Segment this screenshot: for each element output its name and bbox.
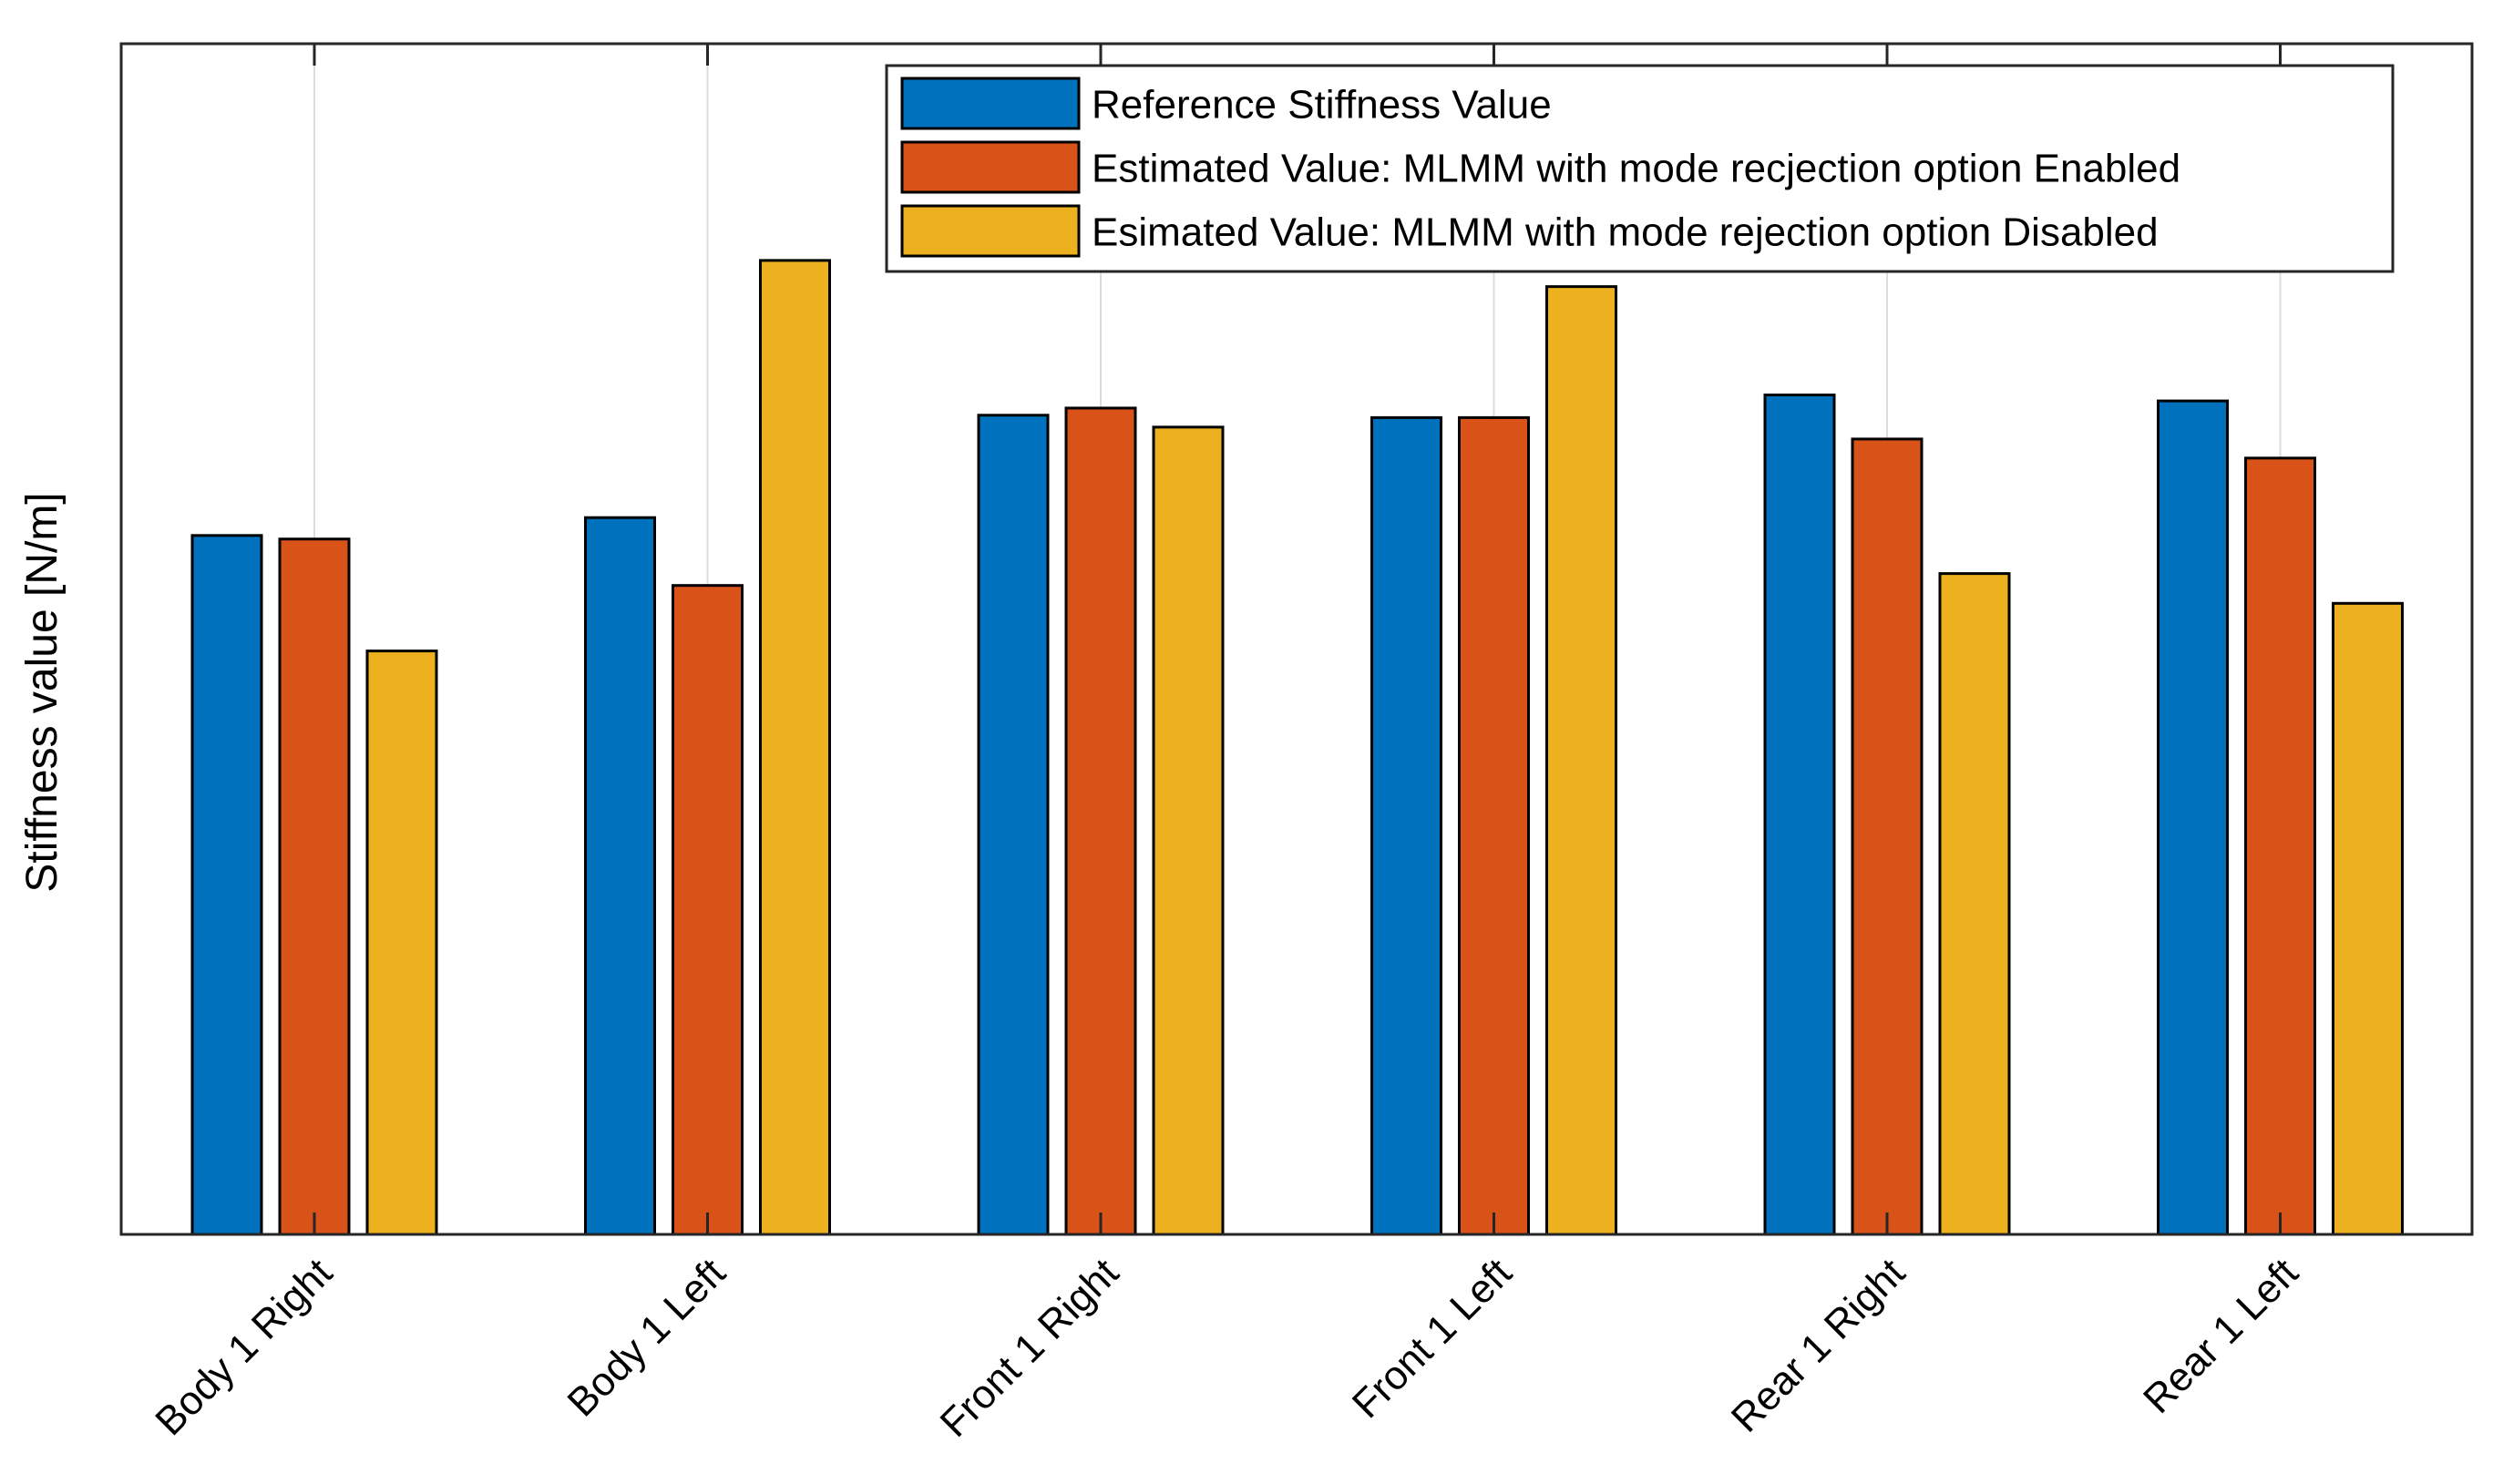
x-tick-label-body-1-right: Body 1 Right [147, 1250, 341, 1444]
bar-rear-1-left-series-1 [2157, 399, 2229, 1236]
bar-body-1-left-series-2 [672, 584, 744, 1236]
legend-item-1[interactable]: Reference Stiffness Value [900, 77, 1552, 130]
x-tick-label-front-1-right: Front 1 Right [932, 1250, 1127, 1445]
bar-body-1-left-series-3 [759, 259, 831, 1236]
legend-label-3: Esimated Value: MLMM with mode rejection… [1092, 210, 2159, 255]
legend-swatch-1 [900, 77, 1081, 130]
legend[interactable]: Reference Stiffness Value Estimated Value… [885, 64, 2395, 273]
bar-front-1-left-series-2 [1458, 415, 1530, 1236]
bar-body-1-right-series-3 [365, 650, 438, 1236]
legend-item-3[interactable]: Esimated Value: MLMM with mode rejection… [900, 204, 2159, 258]
bar-front-1-right-series-1 [977, 414, 1050, 1236]
plot-frame [119, 42, 2474, 1236]
legend-box [885, 64, 2395, 273]
x-tick-label-rear-1-left: Rear 1 Left [2135, 1250, 2307, 1422]
bar-body-1-left-series-1 [584, 516, 656, 1236]
legend-swatch-2 [900, 140, 1081, 194]
bar-rear-1-left-series-2 [2244, 456, 2316, 1236]
legend-swatch-3 [900, 204, 1081, 258]
x-tick-label-body-1-left: Body 1 Left [559, 1250, 734, 1425]
x-tick-label-rear-1-right: Rear 1 Right [1723, 1250, 1913, 1440]
x-ticks [313, 44, 2282, 1234]
bar-rear-1-right-series-2 [1851, 437, 1924, 1236]
bar-front-1-right-series-2 [1064, 406, 1137, 1236]
bars [190, 259, 2404, 1236]
bar-rear-1-right-series-3 [1938, 572, 2011, 1236]
legend-item-2[interactable]: Estimated Value: MLMM with mode recjecti… [900, 140, 2180, 194]
x-tick-labels: Body 1 Right Body 1 Left Front 1 Right Fron… [147, 1250, 2306, 1445]
bar-rear-1-right-series-1 [1763, 394, 1836, 1236]
bar-body-1-right-series-1 [190, 534, 263, 1236]
bar-body-1-right-series-2 [278, 537, 351, 1236]
legend-label-1: Reference Stiffness Value [1092, 83, 1552, 128]
x-tick-label-front-1-left: Front 1 Left [1344, 1250, 1521, 1427]
bar-front-1-left-series-1 [1370, 415, 1442, 1236]
legend-items: Reference Stiffness Value Estimated Value… [900, 77, 2180, 258]
bar-front-1-left-series-3 [1545, 285, 1617, 1236]
bar-rear-1-left-series-3 [2332, 601, 2404, 1236]
legend-label-2: Estimated Value: MLMM with mode recjecti… [1092, 147, 2180, 191]
y-axis-label: Stiffness value [N/m] [18, 492, 67, 892]
bar-front-1-right-series-3 [1152, 425, 1225, 1236]
